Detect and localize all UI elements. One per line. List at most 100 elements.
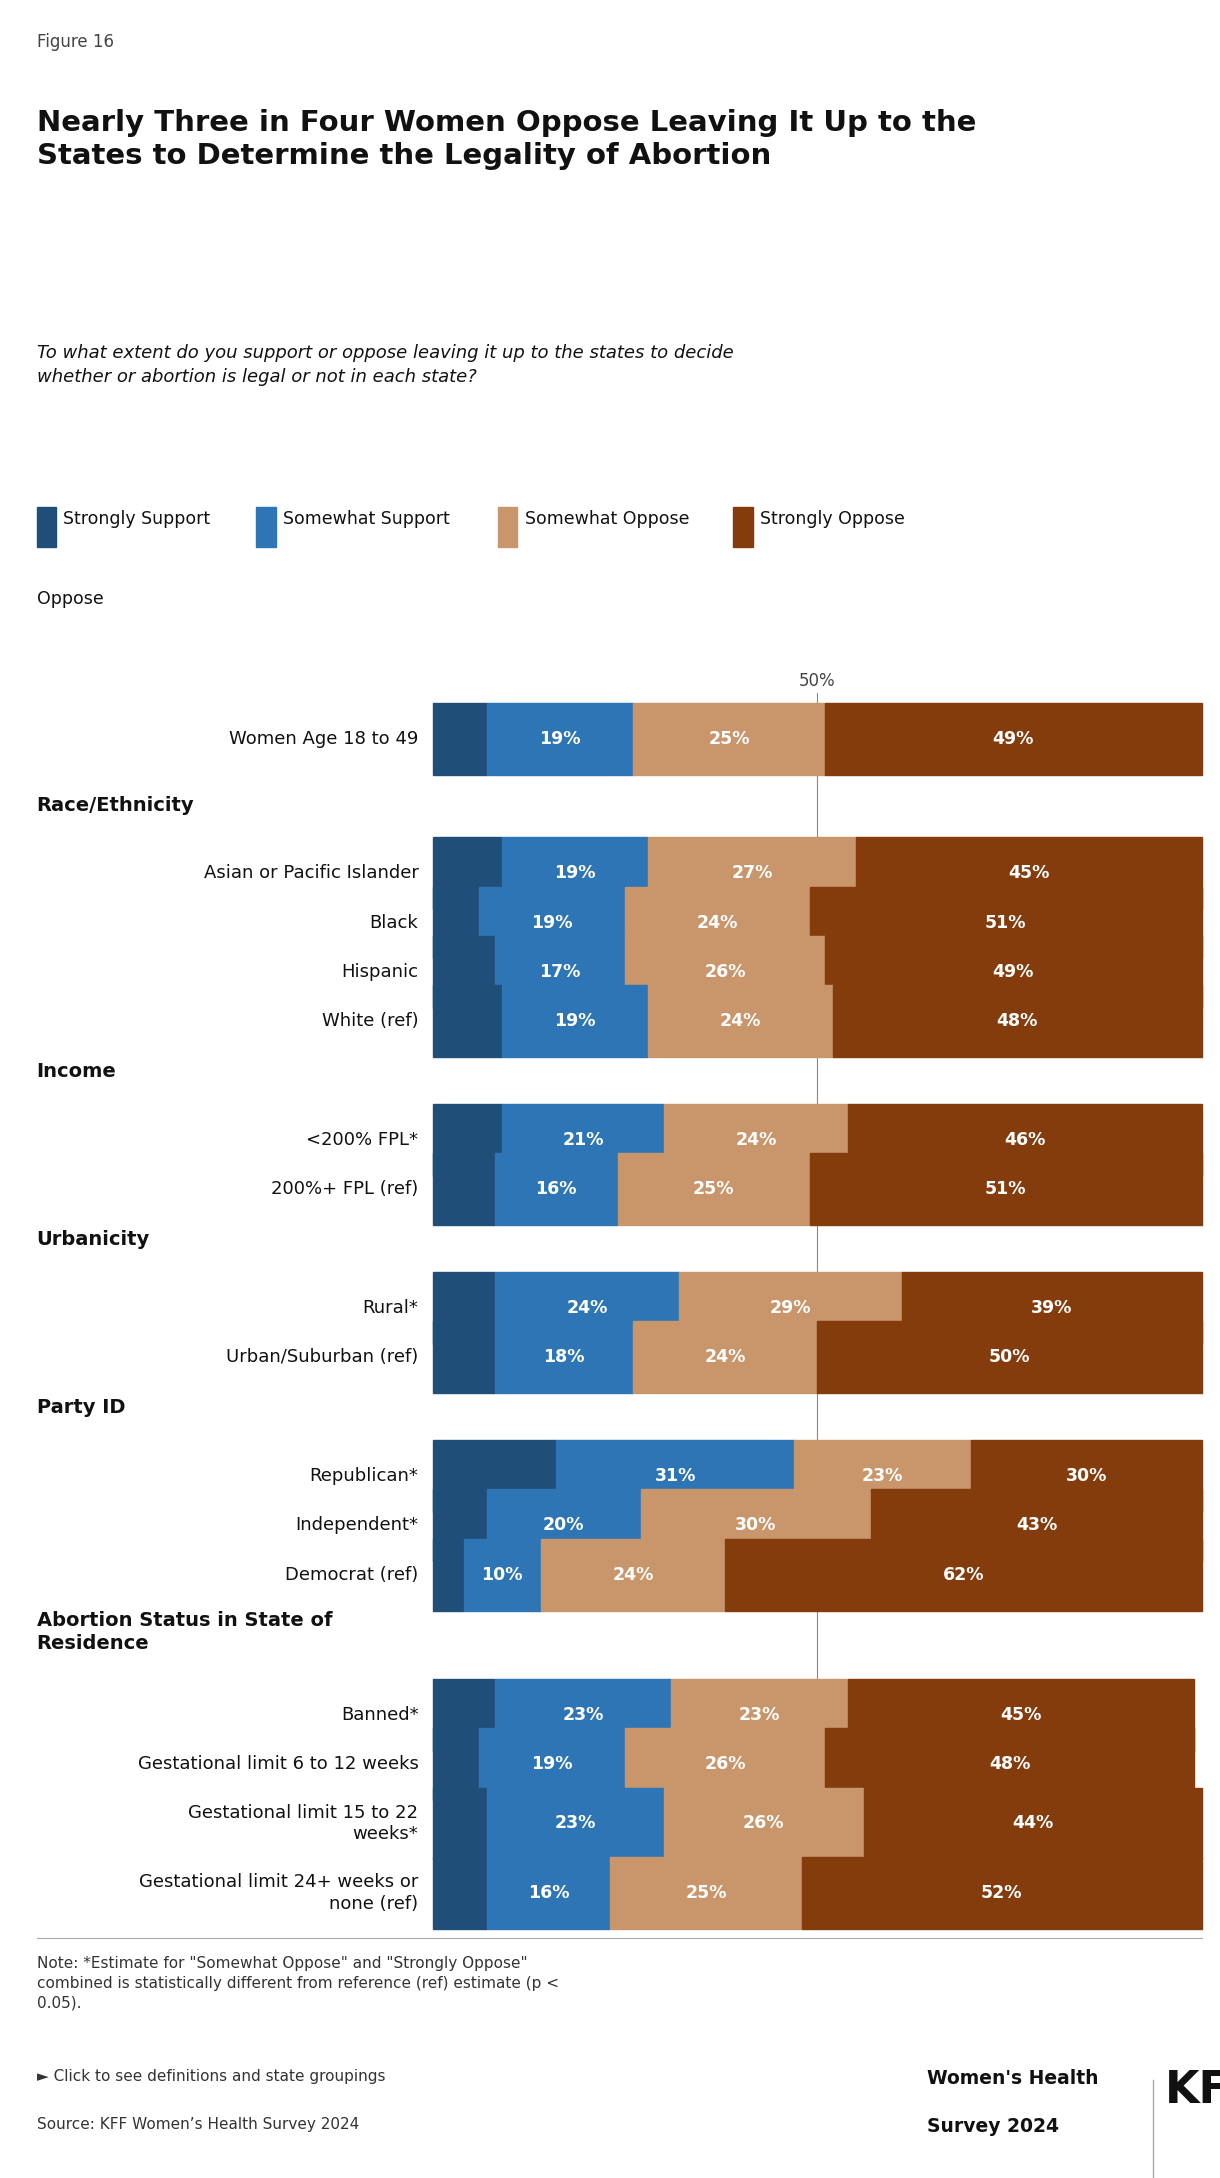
Text: 46%: 46% [1004, 1130, 1046, 1150]
Bar [503, 1104, 664, 1176]
Text: Urbanicity: Urbanicity [37, 1231, 150, 1250]
Bar [794, 1440, 971, 1512]
Bar [498, 507, 517, 547]
Bar [433, 1540, 464, 1612]
Text: Women Age 18 to 49: Women Age 18 to 49 [229, 730, 418, 749]
Text: Gestational limit 6 to 12 weeks: Gestational limit 6 to 12 weeks [138, 1755, 418, 1773]
Bar [433, 1788, 487, 1860]
Bar [464, 1540, 540, 1612]
Bar [802, 1858, 1202, 1930]
Bar [433, 886, 479, 958]
Text: Strongly Support: Strongly Support [63, 510, 211, 527]
Bar [833, 984, 1202, 1056]
Text: 49%: 49% [993, 963, 1035, 980]
Text: <200% FPL*: <200% FPL* [306, 1130, 418, 1150]
Bar [625, 886, 810, 958]
Bar [503, 984, 648, 1056]
Bar [494, 1322, 633, 1394]
Bar [817, 1322, 1202, 1394]
Bar [494, 1272, 680, 1344]
Bar [825, 1727, 1194, 1799]
Text: 43%: 43% [1016, 1516, 1057, 1535]
Text: 20%: 20% [543, 1516, 584, 1535]
Text: 24%: 24% [612, 1566, 654, 1583]
Bar [671, 1679, 848, 1751]
Bar [494, 1154, 617, 1226]
Text: 19%: 19% [539, 730, 581, 749]
Bar [503, 836, 648, 908]
Text: 25%: 25% [709, 730, 750, 749]
Text: Party ID: Party ID [37, 1398, 126, 1418]
Text: Income: Income [37, 1063, 116, 1082]
Bar [556, 1440, 794, 1512]
Text: 24%: 24% [566, 1298, 608, 1318]
Text: 51%: 51% [985, 913, 1026, 932]
Text: Survey 2024: Survey 2024 [927, 2117, 1059, 2137]
Text: 45%: 45% [1008, 865, 1049, 882]
Bar [37, 507, 56, 547]
Text: 49%: 49% [993, 730, 1035, 749]
Text: Abortion Status in State of
Residence: Abortion Status in State of Residence [37, 1612, 332, 1653]
Text: 18%: 18% [543, 1348, 584, 1366]
Text: 27%: 27% [731, 865, 772, 882]
Text: 24%: 24% [697, 913, 738, 932]
Bar [664, 1788, 864, 1860]
Bar [487, 1490, 640, 1562]
Text: Rural*: Rural* [362, 1298, 418, 1318]
Text: 23%: 23% [555, 1814, 597, 1832]
Bar [433, 1104, 503, 1176]
Text: 52%: 52% [981, 1884, 1022, 1901]
Text: 30%: 30% [736, 1516, 777, 1535]
Text: 24%: 24% [704, 1348, 745, 1366]
Text: 44%: 44% [1011, 1814, 1053, 1832]
Text: Banned*: Banned* [340, 1705, 418, 1723]
Text: White (ref): White (ref) [322, 1013, 418, 1030]
Bar [487, 703, 633, 775]
Bar [487, 1858, 610, 1930]
Bar [617, 1154, 810, 1226]
Bar [494, 937, 625, 1008]
Text: 25%: 25% [686, 1884, 727, 1901]
Text: ► Click to see definitions and state groupings: ► Click to see definitions and state gro… [37, 2069, 386, 2084]
Text: 19%: 19% [555, 1013, 597, 1030]
Bar [848, 1679, 1194, 1751]
Bar [433, 836, 503, 908]
Bar [848, 1104, 1202, 1176]
Bar [433, 1679, 494, 1751]
Text: Note: *Estimate for "Somewhat Oppose" and "Strongly Oppose"
combined is statisti: Note: *Estimate for "Somewhat Oppose" an… [37, 1956, 559, 2010]
Bar [256, 507, 276, 547]
Text: To what extent do you support or oppose leaving it up to the states to decide
wh: To what extent do you support or oppose … [37, 344, 733, 386]
Text: Race/Ethnicity: Race/Ethnicity [37, 795, 194, 815]
Text: Oppose: Oppose [37, 590, 104, 608]
Text: 48%: 48% [997, 1013, 1038, 1030]
Bar [648, 984, 833, 1056]
Text: Somewhat Oppose: Somewhat Oppose [525, 510, 689, 527]
Bar [825, 937, 1202, 1008]
Text: Gestational limit 24+ weeks or
none (ref): Gestational limit 24+ weeks or none (ref… [139, 1873, 418, 1912]
Text: 45%: 45% [1000, 1705, 1042, 1723]
Text: Women's Health: Women's Health [927, 2069, 1099, 2089]
Bar [433, 1727, 479, 1799]
Text: 23%: 23% [863, 1468, 904, 1485]
Text: 16%: 16% [536, 1180, 577, 1198]
Text: 24%: 24% [720, 1013, 761, 1030]
Text: Strongly Oppose: Strongly Oppose [760, 510, 905, 527]
Bar [433, 1490, 487, 1562]
Text: 24%: 24% [736, 1130, 777, 1150]
Bar [433, 1440, 556, 1512]
Text: 62%: 62% [943, 1566, 985, 1583]
Text: 50%: 50% [799, 673, 836, 690]
Text: 26%: 26% [743, 1814, 784, 1832]
Text: 25%: 25% [693, 1180, 734, 1198]
Text: 16%: 16% [527, 1884, 570, 1901]
Bar [633, 1322, 817, 1394]
Text: 17%: 17% [539, 963, 581, 980]
Bar [433, 703, 487, 775]
Text: Democrat (ref): Democrat (ref) [285, 1566, 418, 1583]
Text: Somewhat Support: Somewhat Support [283, 510, 450, 527]
Bar [640, 1490, 871, 1562]
Text: 21%: 21% [562, 1130, 604, 1150]
Bar [433, 937, 494, 1008]
Text: 29%: 29% [770, 1298, 811, 1318]
Bar [433, 1858, 487, 1930]
